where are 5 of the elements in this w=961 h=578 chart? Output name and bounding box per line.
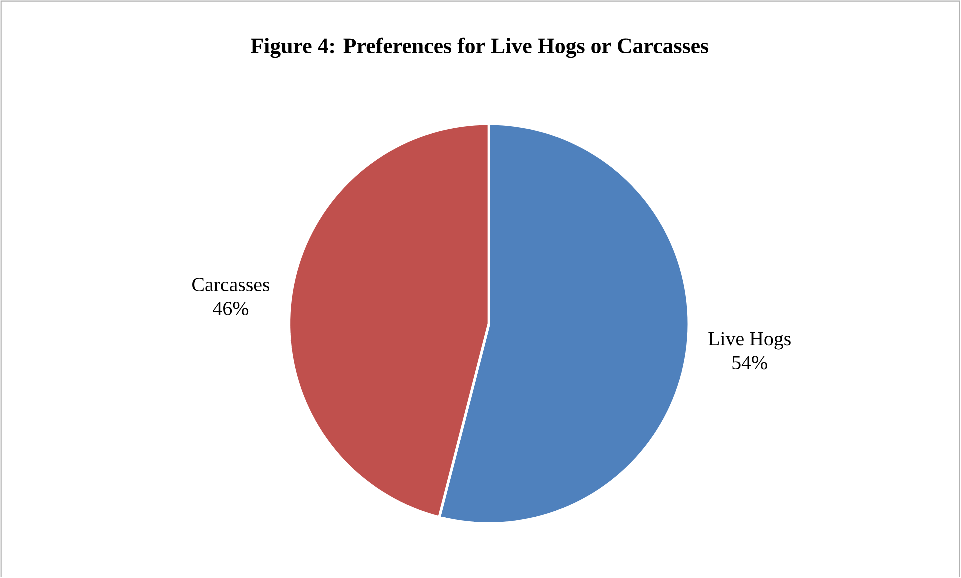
data-label: 46% xyxy=(213,302,249,316)
chart-title: Figure 4: Preferences for Live Hogs or Carcasses xyxy=(251,38,709,58)
slice-label: Live Hogs xyxy=(708,332,791,350)
data-label: 54% xyxy=(732,356,768,370)
slice-label: Carcasses xyxy=(192,278,270,292)
